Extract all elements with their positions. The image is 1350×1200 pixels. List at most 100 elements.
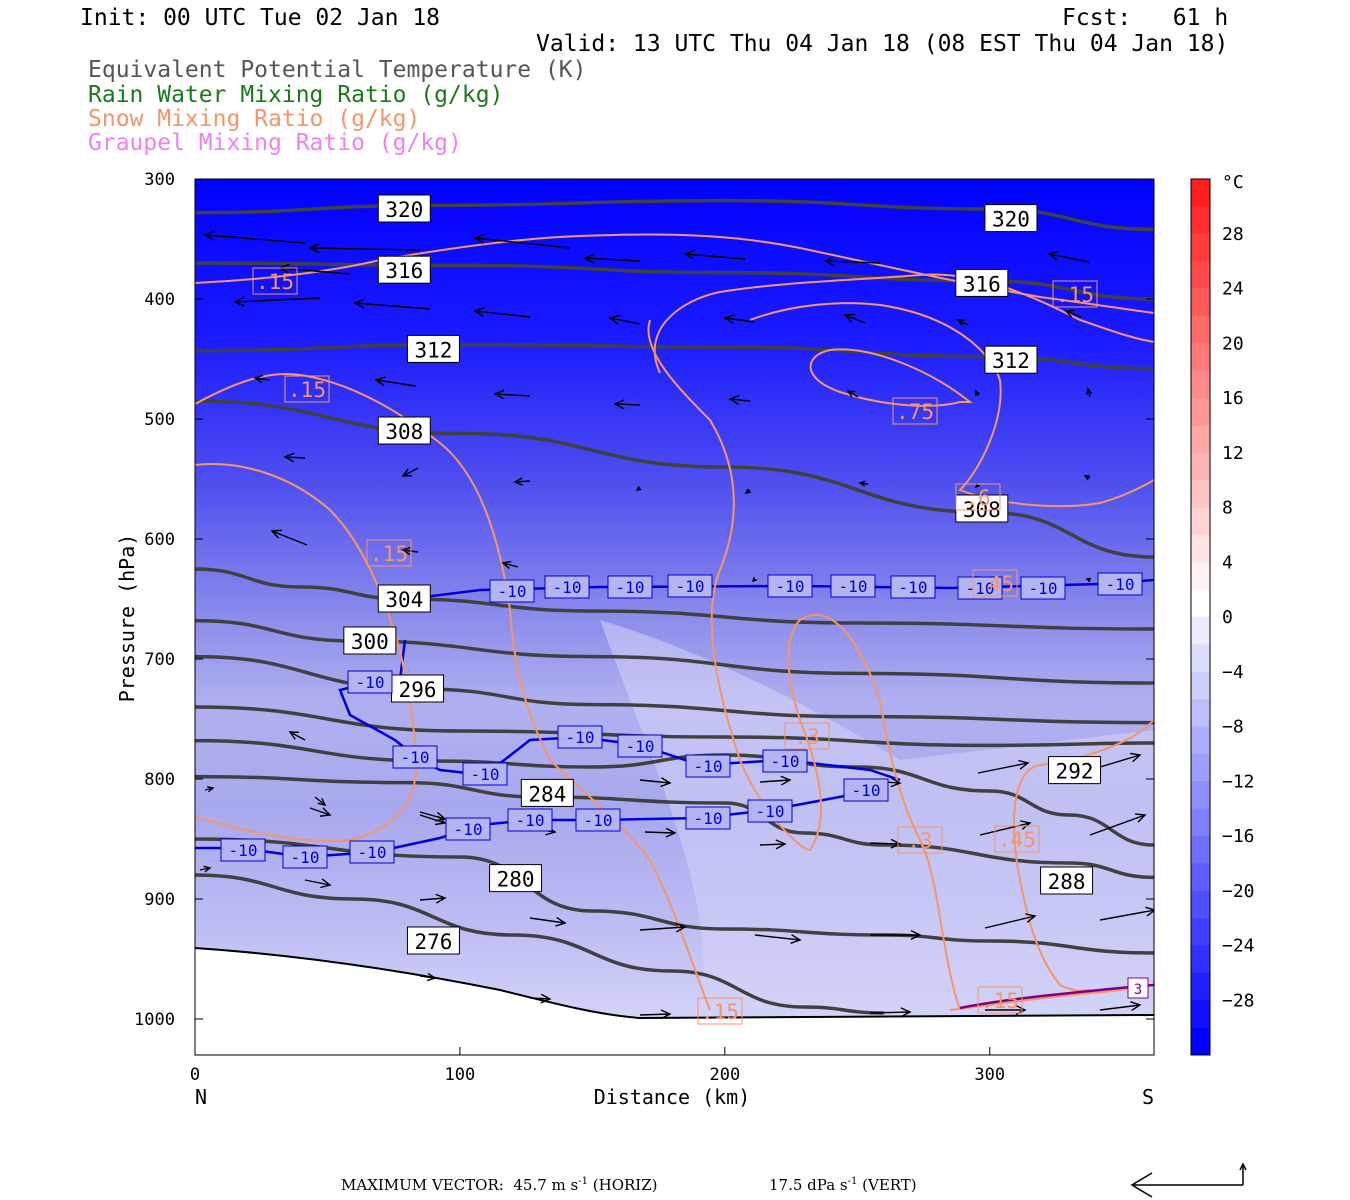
colorbar-band: [1191, 1027, 1210, 1056]
isotherm-minus10-label-box: [349, 840, 395, 864]
wind-vector: [419, 814, 447, 826]
theta-e-label: 320: [385, 198, 423, 222]
wind-vector: [759, 775, 792, 786]
wind-vector-field: [199, 230, 1154, 1020]
theta-e-label-box: [406, 926, 460, 955]
snow-label: .15: [701, 1000, 739, 1024]
wind-vector: [635, 485, 642, 491]
wind-vector: [974, 389, 981, 397]
snow-label: .15: [288, 378, 326, 402]
snow-label: .15: [256, 270, 294, 294]
wind-vector: [870, 930, 922, 940]
isotherm-minus10-label: -10: [229, 841, 258, 860]
wind-vector: [1099, 906, 1154, 921]
isotherm-minus10-label: -10: [616, 578, 645, 597]
isotherm-minus10-label-box: [1020, 576, 1066, 600]
x-axis: 0 100 200 300: [190, 1047, 1005, 1085]
wind-vector: [308, 243, 421, 254]
isotherm-minus10-label-box: [747, 799, 793, 823]
colorbar-tick-label: 16: [1222, 388, 1244, 409]
colorbar-band: [1191, 562, 1210, 591]
wind-vector: [754, 934, 802, 944]
colorbar-tick-label: 12: [1222, 443, 1244, 464]
wind-vector: [1064, 309, 1082, 318]
wind-vector: [1085, 577, 1092, 583]
colorbar-band: [1191, 726, 1210, 755]
isotherm-minus10-label: -10: [566, 728, 595, 747]
wind-vector: [984, 913, 1037, 929]
isotherm-minus10-label-box: [890, 575, 936, 599]
wind-vector: [309, 807, 332, 817]
warm-lower-region: [600, 620, 1154, 1010]
wind-vector: [843, 313, 866, 324]
colorbar-tick-label: −12: [1222, 771, 1255, 792]
wind-vector: [493, 389, 531, 400]
colorbar-tick-label: −16: [1222, 826, 1255, 847]
wind-vector: [759, 839, 787, 850]
wind-vector: [283, 452, 306, 463]
theta-e-label: 276: [414, 930, 452, 954]
wind-vector: [1099, 1001, 1142, 1012]
isotherm-minus10-label: -10: [356, 673, 385, 692]
snow-label-box: [955, 483, 1001, 511]
theta-e-label: 312: [992, 349, 1030, 373]
theta-e-label-box: [377, 584, 431, 613]
theta-e-label: 284: [528, 782, 566, 806]
isotherm-minus10-label: -10: [771, 752, 800, 771]
theta-e-label-box: [1048, 756, 1102, 785]
x-tick-label: 0: [190, 1065, 200, 1085]
wind-vector: [823, 256, 881, 267]
isotherm-minus10-label: -10: [676, 577, 705, 596]
colorbar-tick-label: 4: [1222, 552, 1233, 573]
isotherm-minus10-label: -10: [756, 802, 785, 821]
isotherm-minus10-label-box: [347, 670, 393, 694]
colorbar-band: [1191, 480, 1210, 508]
theta-e-label-box: [984, 204, 1038, 233]
colorbar-band: [1191, 206, 1210, 235]
isotherm-minus10-label: -10: [1106, 575, 1135, 594]
theta-e-label-box: [984, 345, 1038, 374]
snow-label-box: [366, 539, 412, 567]
theta-e-contour-300: [195, 618, 1154, 685]
wind-vector: [751, 577, 757, 583]
wind-vector: [583, 253, 641, 264]
snow-label: .45: [976, 572, 1014, 596]
theta-e-contour-292: [195, 705, 1154, 748]
theta-e-label-box: [343, 626, 397, 655]
max-vector-reference-arrows: [1130, 1162, 1247, 1198]
x-axis-title: Distance (km): [594, 1085, 751, 1109]
snow-label-box: [784, 722, 830, 750]
colorbar-tick-label: 24: [1222, 279, 1244, 300]
snow-label: .75: [896, 400, 934, 424]
theta-e-label: 288: [1048, 870, 1086, 894]
y-tick-label: 400: [144, 290, 175, 310]
theta-e-label: 296: [399, 678, 437, 702]
snow-contour-045-right: [1013, 719, 1154, 992]
theta-e-label: 308: [385, 420, 423, 444]
theta-e-contour-304: [195, 567, 1154, 631]
colorbar-band: [1191, 918, 1210, 946]
colorbar-band: [1191, 671, 1210, 700]
theta-e-label: 280: [497, 868, 535, 892]
theta-e-label-box: [377, 194, 431, 223]
isotherm-minus10-label: -10: [694, 809, 723, 828]
vert-unit-exponent: -1: [847, 1176, 858, 1187]
wind-vector: [473, 233, 571, 249]
wind-vector: [723, 314, 756, 325]
colorbar-frame: [1190, 178, 1211, 1056]
legend-theta-e: Equivalent Potential Temperature (K): [88, 57, 587, 83]
isotherm-minus10-label-box: [282, 845, 328, 869]
colorbar-tick-label: 28: [1222, 224, 1244, 245]
y-tick-label: 800: [144, 770, 175, 790]
wind-vector: [683, 249, 746, 260]
isotherm-minus10-label: -10: [584, 811, 613, 830]
snow-label-box: [284, 375, 330, 403]
snow-label: .45: [998, 828, 1036, 852]
isotherm-minus10-label-box: [489, 579, 535, 603]
wind-vector: [513, 477, 531, 486]
colorbar-band: [1191, 288, 1210, 317]
wind-vector: [977, 759, 1030, 774]
theta-e-label: 316: [963, 272, 1001, 296]
isotherm-minus10-label-box: [575, 808, 621, 832]
